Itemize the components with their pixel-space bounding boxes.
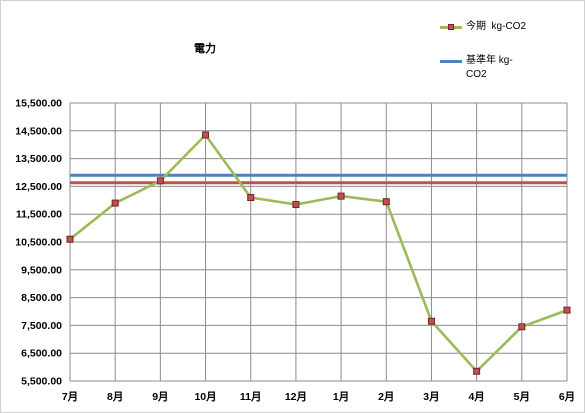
legend: 今期 kg-CO2 基準年 kg-CO2 xyxy=(440,20,526,88)
legend-item: 基準年 kg-CO2 xyxy=(440,54,526,88)
legend-swatch-marker xyxy=(448,24,454,30)
data-point-marker xyxy=(202,131,210,139)
legend-label: 今期 kg-CO2 xyxy=(466,21,527,32)
y-tick-label: 5,500.00 xyxy=(21,376,62,388)
x-tick-label: 4月 xyxy=(468,391,484,403)
x-tick-label: 8月 xyxy=(107,391,123,403)
data-point-marker xyxy=(66,235,74,243)
y-tick-label: 9,500.00 xyxy=(21,264,62,276)
legend-swatch xyxy=(440,20,462,34)
x-tick-label: 3月 xyxy=(423,391,439,403)
y-tick-label: 11,500.00 xyxy=(16,209,62,221)
y-tick-label: 13,500.00 xyxy=(15,153,62,165)
data-point-marker xyxy=(427,317,435,325)
series-group xyxy=(66,131,571,375)
y-tick-label: 10,500.00 xyxy=(15,237,62,249)
x-tick-label: 7月 xyxy=(62,391,78,403)
y-tick-label: 7,500.00 xyxy=(21,320,62,332)
x-tick-label: 12月 xyxy=(285,391,307,403)
y-tick-label: 6,500.00 xyxy=(21,348,62,360)
x-tick-label: 1月 xyxy=(333,391,349,403)
x-tick-label: 9月 xyxy=(152,391,168,403)
legend-swatch xyxy=(440,54,462,68)
series-line-current xyxy=(69,133,568,373)
axis-tick-labels: 5,500.00 6,500.00 7,500.00 8,500.00 9,500.00… xyxy=(15,98,575,404)
y-tick-label: 15,500.00 xyxy=(15,98,62,110)
x-tick-label: 5月 xyxy=(514,391,530,403)
data-point-marker xyxy=(337,192,345,200)
legend-item: 今期 kg-CO2 xyxy=(440,20,526,54)
x-tick-label: 11月 xyxy=(240,391,262,403)
x-tick-label: 10月 xyxy=(194,391,216,403)
data-point-marker xyxy=(382,198,390,206)
y-tick-label: 14,500.00 xyxy=(15,125,62,137)
data-point-marker xyxy=(292,200,300,208)
data-point-marker xyxy=(518,323,526,331)
x-tick-label: 2月 xyxy=(378,391,394,403)
data-point-marker xyxy=(247,194,255,202)
data-point-marker xyxy=(156,177,164,185)
data-point-marker xyxy=(473,367,481,375)
chart-title: 電力 xyxy=(194,41,216,55)
y-tick-label: 12,500.00 xyxy=(15,181,62,193)
data-point-marker xyxy=(563,306,571,314)
legend-swatch-line xyxy=(440,59,462,63)
data-point-marker xyxy=(111,199,119,207)
x-tick-label: 6月 xyxy=(559,391,575,403)
legend-label: 基準年 kg-CO2 xyxy=(466,55,513,80)
y-tick-label: 8,500.00 xyxy=(21,292,62,304)
